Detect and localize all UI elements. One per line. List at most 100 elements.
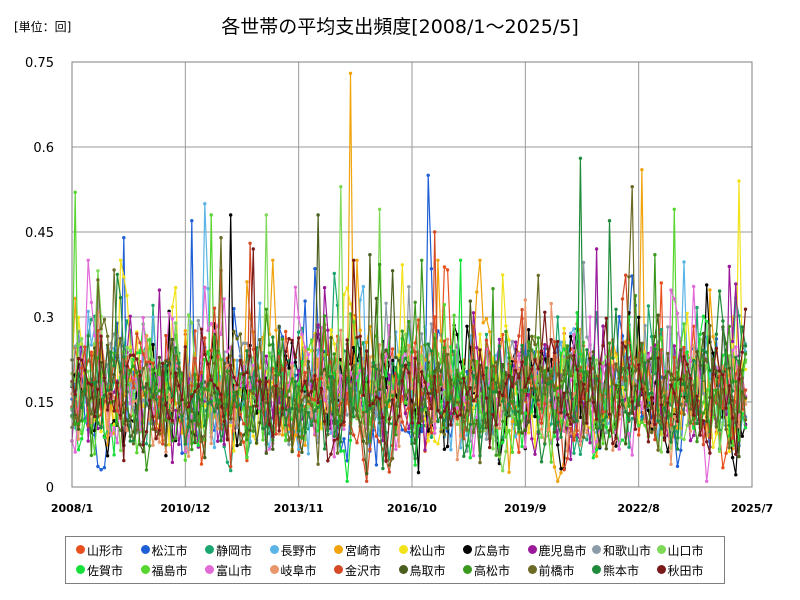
data-point: [313, 267, 317, 271]
data-point: [520, 419, 524, 423]
data-point: [83, 368, 87, 372]
data-point: [229, 420, 233, 424]
data-point: [581, 260, 586, 265]
y-tick-label: 0.3: [33, 311, 54, 326]
data-point: [501, 440, 505, 444]
data-point: [361, 356, 366, 360]
data-point: [173, 408, 178, 412]
data-point: [352, 258, 356, 262]
data-point: [455, 405, 459, 410]
legend-marker: [592, 545, 601, 554]
data-point: [452, 313, 456, 317]
data-point: [672, 297, 676, 301]
data-point: [297, 315, 301, 320]
data-point: [562, 410, 566, 414]
data-point: [501, 273, 505, 277]
data-point: [705, 440, 709, 444]
data-point: [222, 419, 226, 424]
data-point: [569, 457, 573, 462]
data-point: [229, 213, 233, 217]
data-point: [669, 440, 673, 444]
data-point: [727, 354, 731, 358]
data-point: [365, 409, 369, 414]
data-point: [394, 355, 398, 360]
data-point: [471, 399, 476, 403]
data-point: [306, 405, 311, 409]
data-point: [416, 362, 421, 366]
data-point: [643, 361, 647, 365]
data-point: [254, 441, 259, 445]
data-point: [193, 440, 197, 445]
data-point: [407, 430, 411, 434]
data-point: [439, 429, 443, 434]
data-point: [549, 369, 553, 374]
data-point: [549, 460, 553, 464]
data-point: [471, 454, 476, 458]
data-point: [429, 431, 434, 435]
data-point: [144, 468, 149, 472]
data-point: [316, 462, 320, 466]
data-point: [591, 356, 595, 360]
data-point: [682, 381, 686, 386]
data-point: [290, 361, 294, 365]
data-point: [345, 459, 349, 463]
data-point: [468, 456, 472, 460]
data-point: [209, 441, 213, 446]
data-point: [80, 432, 84, 436]
data-point: [497, 337, 502, 342]
data-point: [329, 328, 333, 332]
data-point: [384, 400, 388, 404]
data-point: [99, 327, 103, 331]
data-point: [601, 441, 605, 446]
data-point: [99, 334, 103, 338]
data-point: [319, 348, 323, 352]
data-point: [206, 287, 210, 291]
data-point: [484, 332, 489, 337]
data-point: [322, 367, 327, 371]
data-point: [649, 391, 654, 395]
data-point: [672, 377, 676, 381]
data-point: [287, 337, 291, 341]
data-point: [662, 375, 667, 380]
data-point: [604, 447, 608, 451]
data-point: [552, 340, 557, 344]
data-point: [148, 444, 152, 448]
legend-marker: [463, 565, 472, 574]
data-point: [203, 397, 207, 401]
data-point: [342, 437, 346, 441]
data-point: [520, 411, 524, 415]
data-point: [685, 423, 689, 427]
legend-marker: [140, 545, 150, 554]
data-point: [659, 348, 663, 352]
data-point: [232, 307, 236, 311]
data-point: [345, 286, 349, 290]
data-point: [229, 363, 233, 368]
data-point: [617, 447, 621, 451]
legend-label: 福島市: [151, 564, 188, 578]
legend-label: 熊本市: [603, 564, 640, 578]
data-point: [274, 328, 278, 332]
data-point: [284, 394, 288, 398]
data-point: [717, 369, 722, 373]
data-point: [180, 451, 184, 455]
data-point: [193, 418, 197, 423]
data-point: [607, 341, 612, 345]
data-point: [501, 332, 505, 337]
data-point: [666, 401, 670, 405]
data-point: [478, 454, 482, 458]
data-point: [345, 413, 349, 417]
data-point: [669, 413, 673, 418]
data-point: [705, 363, 709, 368]
data-point: [546, 376, 550, 380]
data-point: [484, 338, 489, 342]
data-point: [604, 316, 608, 320]
data-point: [76, 315, 81, 320]
data-point: [238, 358, 243, 363]
data-point: [151, 303, 155, 308]
data-point: [510, 339, 515, 344]
data-point: [439, 383, 443, 387]
data-point: [737, 179, 741, 183]
data-point: [484, 317, 489, 321]
data-point: [138, 350, 142, 355]
data-point: [458, 381, 463, 385]
